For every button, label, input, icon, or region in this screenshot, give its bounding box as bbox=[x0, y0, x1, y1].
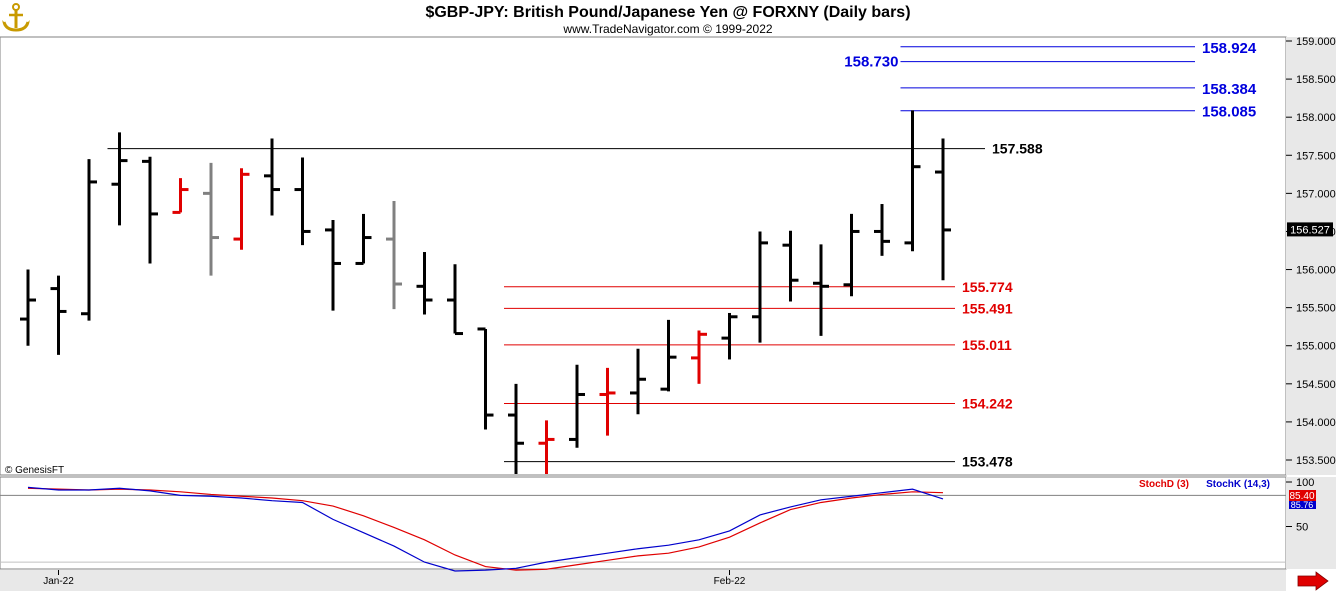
ohlc-bar bbox=[325, 220, 341, 311]
ohlc-bar bbox=[264, 138, 280, 216]
ohlc-bar bbox=[386, 200, 402, 310]
stoch-readout: 85.76 85.40 bbox=[1289, 490, 1316, 510]
level-label: 157.588 bbox=[992, 141, 1043, 157]
price-tick-label: 153.500 bbox=[1296, 455, 1336, 467]
stoch-axis: 50 100 bbox=[1286, 477, 1314, 534]
level-label: 158.924 bbox=[1202, 40, 1257, 57]
price-tick-label: 154.500 bbox=[1296, 379, 1336, 391]
ohlc-bar bbox=[691, 330, 707, 384]
ohlc-bar bbox=[294, 157, 311, 246]
ohlc-bar bbox=[904, 110, 921, 252]
ohlc-bar bbox=[752, 231, 768, 343]
stoch-readout-hidden-box bbox=[1289, 500, 1316, 509]
ohlc-bar bbox=[81, 159, 97, 321]
price-bars bbox=[20, 110, 951, 474]
level-label: 155.011 bbox=[962, 337, 1012, 353]
anchor-icon bbox=[2, 3, 30, 32]
ohlc-bar bbox=[50, 275, 67, 355]
chart-title: $GBP-JPY: British Pound/Japanese Yen @ F… bbox=[425, 4, 910, 21]
ohlc-bar bbox=[843, 213, 860, 297]
level-label: 155.491 bbox=[962, 300, 1013, 316]
ohlc-bar bbox=[447, 264, 463, 336]
price-tick-label: 158.500 bbox=[1296, 74, 1336, 86]
ohlc-bar bbox=[935, 138, 951, 281]
stoch-readout-box bbox=[1289, 490, 1316, 501]
ohlc-bar bbox=[233, 168, 250, 250]
stoch-series-line bbox=[27, 487, 944, 571]
legend-stoch-d: StochD (3) bbox=[1139, 479, 1189, 490]
ohlc-bar bbox=[172, 178, 189, 214]
price-tick-label: 156.000 bbox=[1296, 265, 1336, 277]
price-tick-label: 154.000 bbox=[1296, 417, 1336, 429]
ohlc-bar bbox=[111, 132, 128, 226]
ohlc-bar bbox=[569, 364, 585, 448]
price-tick-label: 157.000 bbox=[1296, 188, 1336, 200]
ohlc-bar bbox=[203, 162, 219, 276]
ohlc-bar bbox=[782, 230, 799, 302]
ohlc-bar bbox=[355, 213, 372, 265]
arrow-right-icon[interactable] bbox=[1297, 571, 1329, 591]
ohlc-bar bbox=[538, 420, 555, 474]
stoch-tick-label: 50 bbox=[1296, 522, 1308, 534]
level-label: 155.774 bbox=[962, 279, 1013, 295]
price-axis-area bbox=[1286, 37, 1336, 475]
stoch-readout-hidden: 85.76 bbox=[1291, 500, 1314, 510]
ohlc-bar bbox=[477, 327, 494, 430]
level-label: 158.730 bbox=[844, 54, 898, 71]
ohlc-bar bbox=[508, 383, 524, 474]
level-label: 153.478 bbox=[962, 454, 1013, 470]
price-levels: 158.924 158.730 158.384 158.085 157.588 155.7… bbox=[107, 40, 1257, 470]
price-tick-label: 157.500 bbox=[1296, 150, 1336, 162]
last-price-label: 156.527 bbox=[1290, 224, 1330, 236]
time-tick-label: Jan-22 bbox=[43, 576, 74, 587]
stoch-readout-label: 85.40 bbox=[1289, 491, 1314, 502]
ohlc-bar bbox=[630, 348, 646, 415]
time-axis: Jan-22 Feb-22 bbox=[43, 570, 746, 587]
stoch-lines bbox=[0, 486, 1286, 572]
time-axis-area bbox=[0, 570, 1286, 591]
header-background bbox=[0, 0, 1336, 36]
level-label: 158.085 bbox=[1202, 104, 1256, 121]
ohlc-bar bbox=[813, 244, 829, 336]
time-tick-label: Feb-22 bbox=[714, 576, 746, 587]
stoch-series-line bbox=[27, 486, 944, 572]
level-label: 154.242 bbox=[962, 395, 1013, 411]
ohlc-bar bbox=[721, 312, 738, 360]
price-tick-label: 159.000 bbox=[1296, 36, 1336, 48]
price-panel bbox=[0, 36, 1287, 476]
ohlc-bar bbox=[142, 156, 158, 264]
ohlc-bar bbox=[660, 319, 677, 392]
level-label: 158.384 bbox=[1202, 81, 1257, 98]
ohlc-bar bbox=[20, 269, 36, 346]
last-price-box bbox=[1287, 222, 1333, 237]
ohlc-bar bbox=[874, 204, 890, 256]
legend-stoch-k: StochK (14,3) bbox=[1206, 479, 1270, 490]
ohlc-bar bbox=[416, 252, 433, 315]
price-tick-label: 158.000 bbox=[1296, 112, 1336, 124]
price-tick-label: 155.500 bbox=[1296, 303, 1336, 315]
stoch-tick-label: 100 bbox=[1296, 477, 1314, 489]
chart-subtitle: www.TradeNavigator.com © 1999-2022 bbox=[562, 22, 772, 36]
copyright-label: © GenesisFT bbox=[5, 465, 64, 476]
last-price-marker: 156.527 bbox=[1287, 222, 1333, 237]
price-tick-label: 155.000 bbox=[1296, 341, 1336, 353]
ohlc-bar bbox=[599, 367, 616, 436]
